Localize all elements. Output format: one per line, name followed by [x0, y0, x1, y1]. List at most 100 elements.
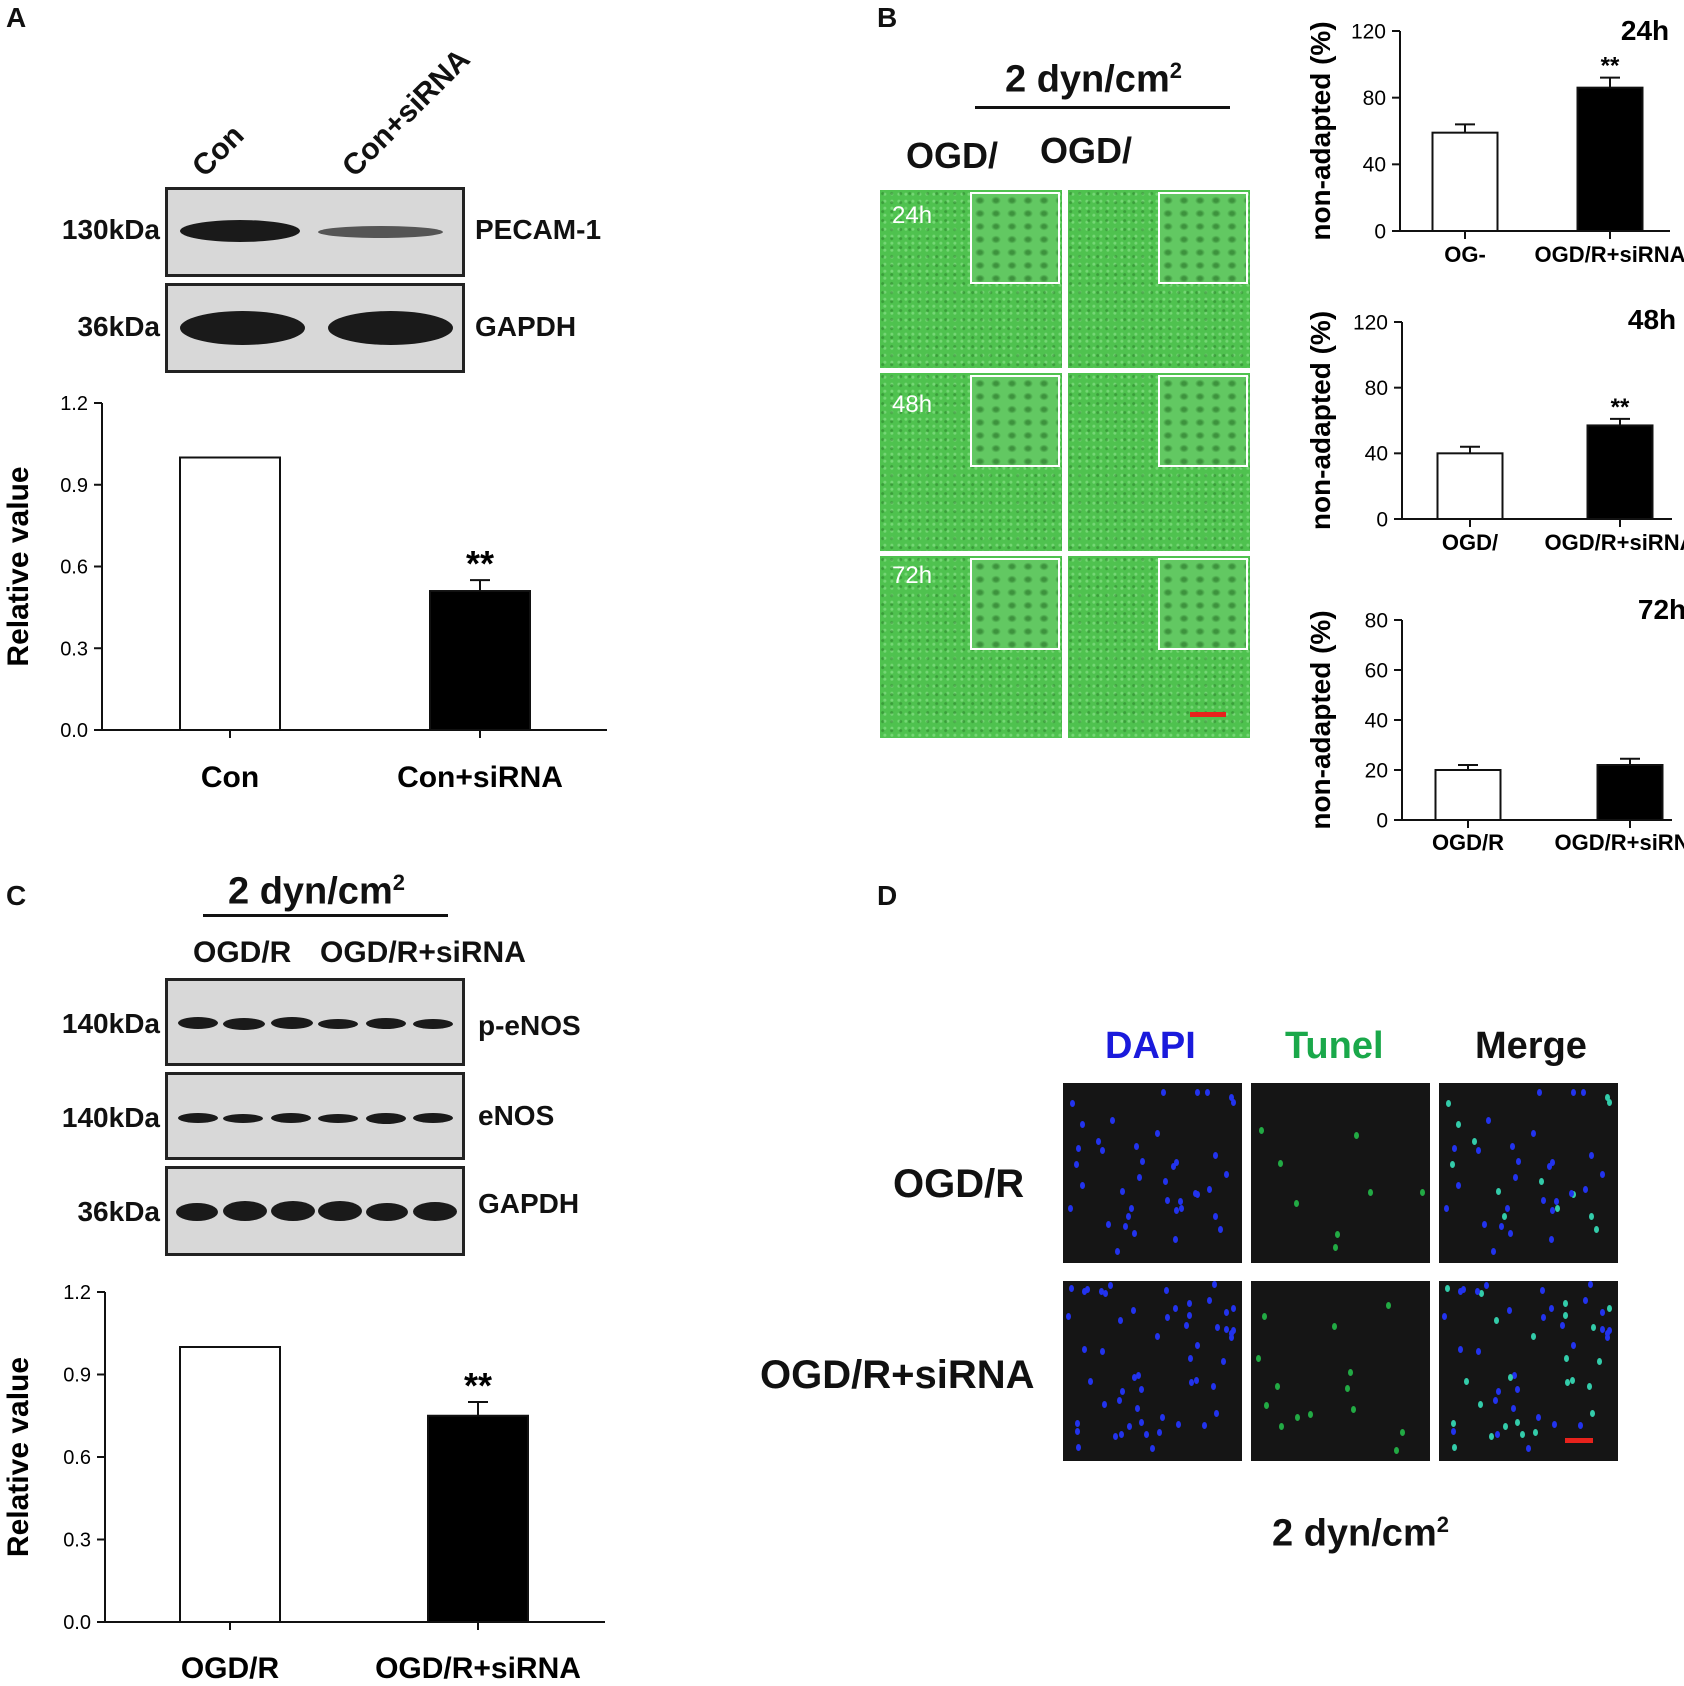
dapi-image: [1063, 1083, 1242, 1263]
nucleus-dot: [1607, 1305, 1612, 1312]
nucleus-dot: [1179, 1205, 1184, 1212]
nucleus-dot: [1555, 1205, 1560, 1212]
nucleus-dot: [1458, 1346, 1463, 1353]
panel-c-letter: C: [6, 880, 27, 911]
column-label: OGD/: [1040, 130, 1133, 171]
nucleus-dot: [1066, 1313, 1071, 1320]
nucleus-dot: [1476, 1348, 1481, 1355]
nucleus-dot: [1539, 1178, 1544, 1185]
nucleus-dot: [1486, 1117, 1491, 1124]
shear-stress-label: 2 dyn/cm2: [1005, 58, 1182, 101]
nucleus-dot: [1193, 1190, 1198, 1197]
nucleus-dot: [1540, 1287, 1545, 1294]
panel-b-letter: B: [877, 2, 898, 33]
nucleus-dot: [1589, 1152, 1594, 1159]
nucleus-dot: [1605, 1334, 1610, 1341]
nucleus-dot: [1213, 1213, 1218, 1220]
nucleus-dot: [1279, 1423, 1284, 1430]
panel-a-letter: A: [6, 2, 27, 33]
mw-label: 36kDa: [77, 311, 160, 342]
nucleus-dot: [1458, 1288, 1463, 1295]
nucleus-dot: [1144, 1431, 1149, 1438]
nucleus-dot: [1075, 1428, 1080, 1435]
protein-label: p-eNOS: [478, 1010, 581, 1041]
mw-label: 130kDa: [61, 214, 160, 245]
scale-bar: [1565, 1438, 1593, 1443]
nucleus-dot: [1484, 1282, 1489, 1289]
nucleus-dot: [1496, 1188, 1501, 1195]
nucleus-dot: [1549, 1305, 1554, 1312]
significance-label: **: [1601, 53, 1620, 80]
nucleus-dot: [1505, 1205, 1510, 1212]
nucleus-dot: [1120, 1188, 1125, 1195]
nucleus-dot: [1452, 1145, 1457, 1152]
channel-label-merge: Merge: [1475, 1025, 1587, 1067]
nucleus-dot: [1136, 1372, 1141, 1379]
nucleus-dot: [1494, 1317, 1499, 1324]
nucleus-dot: [1127, 1423, 1132, 1430]
magnified-inset: [1158, 375, 1248, 467]
nucleus-dot: [1479, 1290, 1484, 1297]
nucleus-dot: [1442, 1313, 1447, 1320]
y-tick-label: 0.6: [60, 557, 88, 579]
nucleus-dot: [1132, 1374, 1137, 1381]
column-label: OGD/: [906, 135, 999, 176]
bar: [1434, 769, 1502, 821]
nucleus-dot: [1605, 1094, 1610, 1101]
nucleus-dot: [1531, 1130, 1536, 1137]
nucleus-dot: [1571, 1089, 1576, 1096]
nucleus-dot: [1231, 1099, 1236, 1106]
nucleus-dot: [1188, 1355, 1193, 1362]
nucleus-dot: [1080, 1121, 1085, 1128]
nucleus-dot: [1160, 1414, 1165, 1421]
bar-chart-b-48h: 0 40 80 120 OGD/ ** OGD/R+siRNA non-adapted (%)…: [1305, 304, 1684, 555]
nucleus-dot: [1308, 1411, 1313, 1418]
nucleus-dot: [1150, 1445, 1155, 1452]
bar: [429, 590, 531, 731]
nucleus-dot: [1115, 1248, 1120, 1255]
group-underline: [203, 914, 448, 917]
nucleus-dot: [1229, 1334, 1234, 1341]
nucleus-dot: [1123, 1223, 1128, 1230]
x-category-label: OGD/R+siRNA: [1555, 830, 1684, 855]
y-tick-label: 120: [1353, 311, 1388, 334]
nucleus-dot: [1495, 1431, 1500, 1438]
x-category-label: OGD/R+siRNA: [1535, 242, 1684, 267]
nucleus-dot: [1184, 1322, 1189, 1329]
nucleus-dot: [1215, 1324, 1220, 1331]
y-tick-label: 0.0: [60, 720, 88, 742]
row-label-ogd-r-sirna: OGD/R+siRNA: [760, 1353, 1035, 1397]
nucleus-dot: [1571, 1342, 1576, 1349]
western-blot-pecam1: [165, 187, 465, 277]
nucleus-dot: [1541, 1314, 1546, 1321]
y-tick-label: 40: [1363, 154, 1386, 177]
nucleus-dot: [1126, 1213, 1131, 1220]
nucleus-dot: [1132, 1230, 1137, 1237]
nucleus-dot: [1231, 1305, 1236, 1312]
nucleus-dot: [1446, 1100, 1451, 1107]
nucleus-dot: [1194, 1377, 1199, 1384]
y-tick-label: 80: [1363, 87, 1386, 110]
nucleus-dot: [1520, 1431, 1525, 1438]
y-tick-label: 0.9: [63, 1365, 91, 1387]
nucleus-dot: [1464, 1378, 1469, 1385]
y-tick-label: 1.2: [60, 393, 88, 415]
nucleus-dot: [1589, 1213, 1594, 1220]
nucleus-dot: [1176, 1421, 1181, 1428]
nucleus-dot: [1157, 1429, 1162, 1436]
x-category-label: OGD/: [1442, 530, 1498, 555]
nucleus-dot: [1354, 1132, 1359, 1139]
nucleus-dot: [1103, 1290, 1108, 1297]
y-tick-label: 1.2: [63, 1282, 91, 1304]
x-category-label: OGD/R+siRNA: [375, 1652, 581, 1685]
nucleus-dot: [1139, 1386, 1144, 1393]
nucleus-dot: [1218, 1226, 1223, 1233]
lane-label-con: Con: [185, 118, 251, 184]
nucleus-dot: [1451, 1428, 1456, 1435]
nucleus-dot: [1507, 1307, 1512, 1314]
magnified-inset: [970, 558, 1060, 650]
bar: [179, 1346, 281, 1623]
nucleus-dot: [1212, 1281, 1217, 1288]
nucleus-dot: [1113, 1433, 1118, 1440]
nucleus-dot: [1531, 1333, 1536, 1340]
